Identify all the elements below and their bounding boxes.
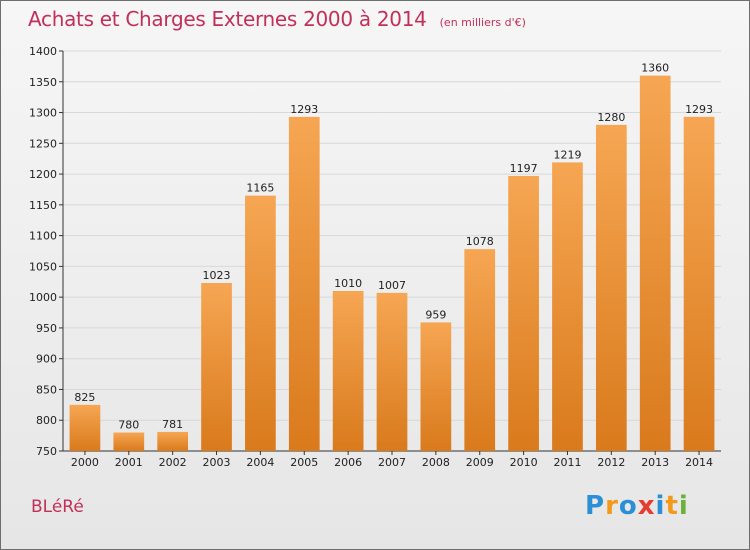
y-tick-label: 850 (36, 383, 57, 396)
x-tick-label: 2003 (203, 456, 231, 469)
bar (245, 195, 276, 451)
bar (113, 432, 145, 451)
y-tick-label: 1400 (29, 45, 57, 58)
x-tick-label: 2002 (159, 456, 187, 469)
bar (157, 431, 189, 451)
y-tick-label: 1300 (29, 107, 57, 120)
x-tick-label: 2005 (290, 456, 318, 469)
bars (69, 75, 715, 451)
bar (683, 116, 715, 451)
y-tick-label: 950 (36, 322, 57, 335)
bar-value-label: 1165 (246, 182, 274, 195)
y-tick-label: 1100 (29, 230, 57, 243)
x-tick-label: 2013 (641, 456, 669, 469)
bar (332, 291, 364, 451)
bar-value-label: 1293 (685, 103, 713, 116)
x-tick-label: 2014 (685, 456, 713, 469)
bar-value-label: 1293 (290, 103, 318, 116)
bar-value-label: 1280 (597, 111, 625, 124)
bar (288, 116, 320, 451)
bar-value-label: 781 (162, 418, 183, 431)
chart-title-block: Achats et Charges Externes 2000 à 2014 (… (28, 7, 526, 31)
bar (464, 249, 496, 451)
chart-title: Achats et Charges Externes 2000 à 2014 (28, 7, 427, 31)
proxiti-logo: Proxiti (585, 491, 689, 521)
x-tick-label: 2010 (510, 456, 538, 469)
y-tick-label: 1050 (29, 260, 57, 273)
bar-value-label: 1078 (466, 235, 494, 248)
logo-letter: x (637, 491, 656, 521)
bar (639, 75, 671, 451)
location-name: BLéRé (31, 497, 84, 517)
y-tick-label: 800 (36, 414, 57, 427)
axes: 750 800 850 900 950 1000 1050 1100 1150 1200 1250 1… (29, 45, 721, 469)
y-tick-label: 1200 (29, 168, 57, 181)
x-tick-label: 2011 (553, 456, 581, 469)
y-tick-label: 1000 (29, 291, 57, 304)
logo-letter: o (618, 491, 638, 521)
bar-value-label: 1007 (378, 279, 406, 292)
chart-subtitle: (en milliers d'€) (439, 16, 526, 29)
bar-value-label: 825 (74, 391, 95, 404)
bar-value-label: 959 (425, 308, 446, 321)
y-tick-label: 750 (36, 445, 57, 458)
x-tick-label: 2006 (334, 456, 362, 469)
logo-letter: i (678, 491, 689, 521)
bar (69, 404, 101, 451)
bar (376, 292, 408, 451)
y-tick-label: 1150 (29, 199, 57, 212)
bar-value-label: 1010 (334, 277, 362, 290)
logo-letter: t (665, 491, 679, 521)
bar (552, 162, 583, 451)
y-tick-label: 1250 (29, 137, 57, 150)
y-tick-label: 900 (36, 353, 57, 366)
y-tick-label: 1350 (29, 76, 57, 89)
x-tick-label: 2008 (422, 456, 450, 469)
x-tick-label: 2009 (466, 456, 494, 469)
x-tick-label: 2012 (597, 456, 625, 469)
bar (201, 283, 232, 451)
bar-value-label: 1023 (203, 269, 231, 282)
bar-value-label: 1219 (553, 148, 581, 161)
x-tick-label: 2000 (71, 456, 99, 469)
bar (508, 175, 539, 451)
logo-letter: P (585, 491, 606, 521)
x-tick-label: 2004 (246, 456, 274, 469)
bar (595, 124, 627, 451)
data-labels: 825 780 781 1023 1165 1293 1010 1007 959 1078 1197… (74, 62, 713, 432)
bar-value-label: 1360 (641, 62, 669, 75)
x-tick-label: 2007 (378, 456, 406, 469)
logo-letter: i (655, 491, 666, 521)
bar (420, 322, 452, 451)
bar-value-label: 780 (118, 419, 139, 432)
bar-value-label: 1197 (510, 162, 538, 175)
x-tick-label: 2001 (115, 456, 143, 469)
logo-letter: r (605, 491, 619, 521)
